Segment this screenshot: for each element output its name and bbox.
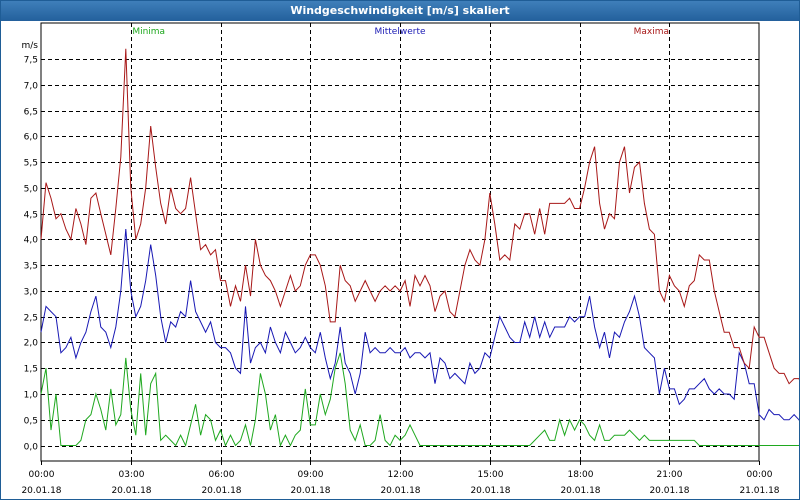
y-tick-label: 5,0 xyxy=(24,185,39,195)
y-tick-label: 3,5 xyxy=(24,262,38,272)
x-tick-time: 03:00 xyxy=(119,470,145,480)
x-tick-time: 00:00 xyxy=(29,470,55,480)
legend-maxima: Maxima xyxy=(634,27,669,37)
y-tick-label: 2,5 xyxy=(24,314,38,324)
x-tick-date: 20.01.18 xyxy=(201,486,241,496)
x-tick-time: 06:00 xyxy=(209,470,235,480)
y-tick-label: 4,5 xyxy=(24,211,38,221)
x-tick-date: 20.01.18 xyxy=(560,486,600,496)
series-line-maxima xyxy=(40,48,799,385)
x-tick-date: 20.01.18 xyxy=(290,486,330,496)
x-tick-time: 18:00 xyxy=(568,470,594,480)
y-tick-label: 3,0 xyxy=(24,288,39,298)
y-tick-label: 1,5 xyxy=(24,365,38,375)
x-tick-date: 20.01.18 xyxy=(380,486,420,496)
x-tick-time: 00:00 xyxy=(747,470,773,480)
y-tick-label: 4,0 xyxy=(24,236,39,246)
legend-mittelwerte: Mittelwerte xyxy=(374,27,425,37)
y-tick-label: 6,0 xyxy=(24,133,39,143)
y-tick-label: 7,0 xyxy=(24,82,39,92)
x-tick-date: 20.01.18 xyxy=(21,486,61,496)
x-tick-date: 20.01.18 xyxy=(649,486,689,496)
y-tick-label: 0,0 xyxy=(24,443,39,453)
y-tick-label: 6,5 xyxy=(24,108,38,118)
x-tick-date: 21.01.18 xyxy=(739,486,779,496)
x-tick-time: 09:00 xyxy=(298,470,324,480)
series-line-minima xyxy=(40,352,799,448)
x-tick-date: 20.01.18 xyxy=(470,486,510,496)
x-tick-date: 20.01.18 xyxy=(111,486,151,496)
y-tick-label: 1,0 xyxy=(24,391,39,401)
legend-minima: Minima xyxy=(132,27,165,37)
y-tick-label: 0,5 xyxy=(24,417,38,427)
window-title: Windgeschwindigkeit [m/s] skaliert xyxy=(1,1,799,21)
x-tick-time: 12:00 xyxy=(388,470,414,480)
x-tick-time: 15:00 xyxy=(478,470,504,480)
y-tick-label: 2,0 xyxy=(24,339,39,349)
x-tick-time: 21:00 xyxy=(657,470,683,480)
y-axis-label: m/s xyxy=(22,41,39,51)
y-tick-label: 7,5 xyxy=(24,56,38,66)
y-tick-label: 5,5 xyxy=(24,159,38,169)
series-line-mittelwerte xyxy=(40,229,799,421)
